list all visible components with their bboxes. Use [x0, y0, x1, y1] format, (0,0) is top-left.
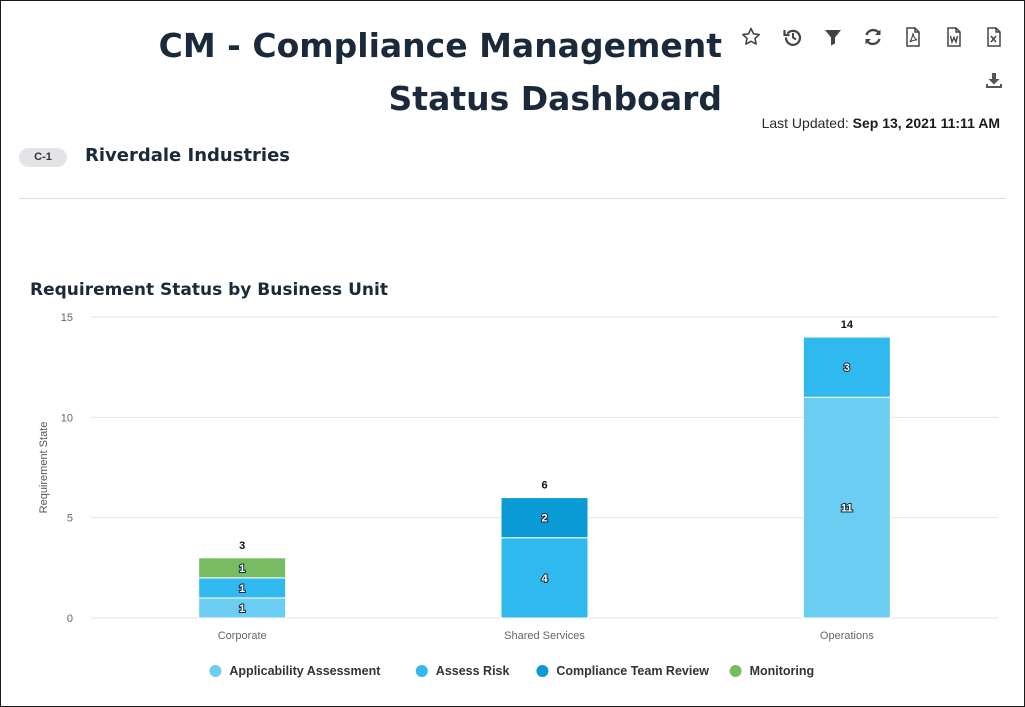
data-label: 1	[239, 563, 245, 575]
pdf-export-icon[interactable]	[901, 25, 925, 49]
bar-total-label: 6	[541, 480, 547, 492]
bar-total-label: 3	[239, 540, 245, 552]
download-icon[interactable]	[982, 69, 1006, 93]
toolbar	[739, 25, 1009, 95]
section-divider	[19, 198, 1006, 199]
last-updated: Last Updated: Sep 13, 2021 11:11 AM	[762, 115, 1000, 131]
y-tick-label: 5	[67, 513, 73, 525]
y-tick-label: 0	[67, 613, 73, 625]
legend-swatch	[536, 665, 549, 677]
legend-label: Monitoring	[750, 664, 815, 678]
word-export-icon[interactable]	[942, 25, 966, 49]
bar-segment	[802, 396, 891, 619]
page-title: CM - Compliance Management Status Dashbo…	[158, 26, 722, 118]
filter-icon[interactable]	[821, 25, 845, 49]
x-tick-label: Operations	[820, 630, 874, 642]
y-tick-label: 10	[61, 412, 73, 424]
legend-swatch	[729, 665, 742, 677]
last-updated-label: Last Updated:	[761, 115, 849, 131]
bar-segment	[802, 336, 891, 398]
data-label: 3	[844, 362, 850, 374]
y-axis-label: Requirement State	[38, 422, 50, 514]
bar-total-label: 14	[841, 319, 854, 331]
legend-label: Compliance Team Review	[556, 664, 709, 678]
history-icon[interactable]	[781, 25, 805, 49]
excel-export-icon[interactable]	[982, 25, 1006, 49]
y-tick-label: 15	[61, 312, 73, 324]
legend-label: Applicability Assessment	[229, 664, 381, 678]
bar-segment	[500, 537, 589, 619]
legend-swatch	[415, 665, 428, 677]
bar-segment	[500, 497, 589, 539]
org-id-badge: C-1	[19, 148, 67, 167]
bar-segment	[198, 557, 287, 579]
last-updated-value: Sep 13, 2021 11:11 AM	[852, 115, 1000, 131]
refresh-icon[interactable]	[861, 25, 885, 49]
data-label: 1	[239, 583, 245, 595]
x-tick-label: Shared Services	[504, 630, 585, 642]
x-tick-label: Corporate	[218, 630, 267, 642]
data-label: 11	[841, 503, 853, 515]
legend-swatch	[209, 665, 222, 677]
organization-name: Riverdale Industries	[85, 145, 291, 166]
data-label: 2	[541, 513, 547, 525]
data-label: 4	[541, 573, 548, 585]
legend-label: Assess Risk	[436, 664, 510, 678]
data-label: 1	[239, 603, 245, 615]
chart-title: Requirement Status by Business Unit	[30, 280, 388, 300]
star-icon[interactable]	[739, 25, 763, 49]
